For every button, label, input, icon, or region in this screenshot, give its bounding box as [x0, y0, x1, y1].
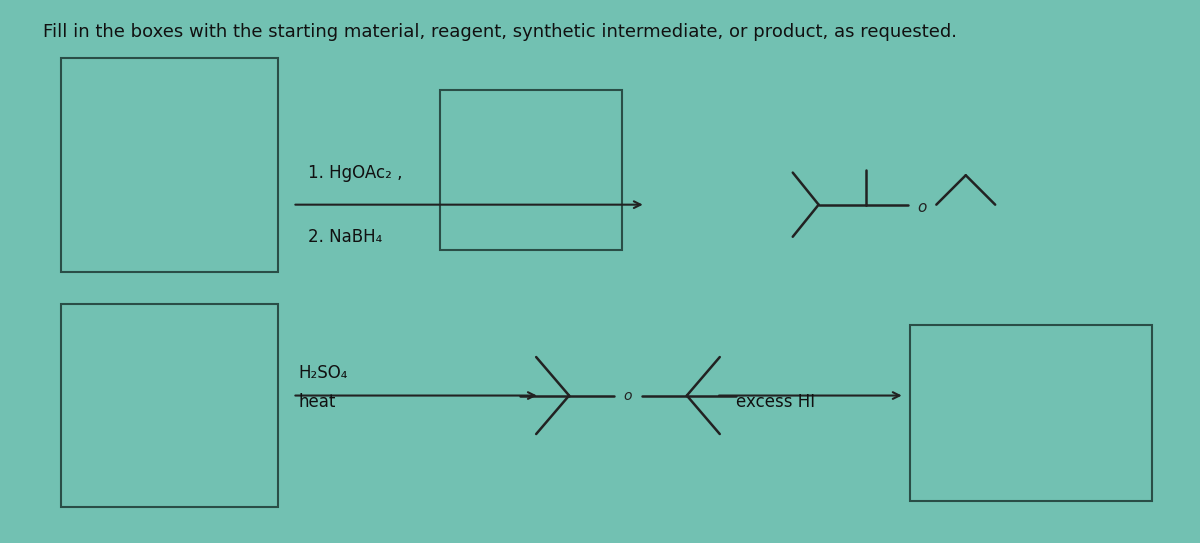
- Text: o: o: [624, 389, 632, 402]
- Bar: [911, 325, 1152, 501]
- Bar: [439, 90, 622, 250]
- Bar: [61, 58, 278, 272]
- Text: excess HI: excess HI: [737, 394, 815, 412]
- Text: 1. HgOAc₂ ,: 1. HgOAc₂ ,: [308, 163, 402, 181]
- Bar: [61, 304, 278, 507]
- Text: Fill in the boxes with the starting material, reagent, synthetic intermediate, o: Fill in the boxes with the starting mate…: [43, 23, 958, 41]
- Text: 2. NaBH₄: 2. NaBH₄: [308, 228, 382, 246]
- Text: o: o: [918, 200, 926, 215]
- Text: H₂SO₄: H₂SO₄: [299, 364, 348, 382]
- Text: heat: heat: [299, 394, 336, 412]
